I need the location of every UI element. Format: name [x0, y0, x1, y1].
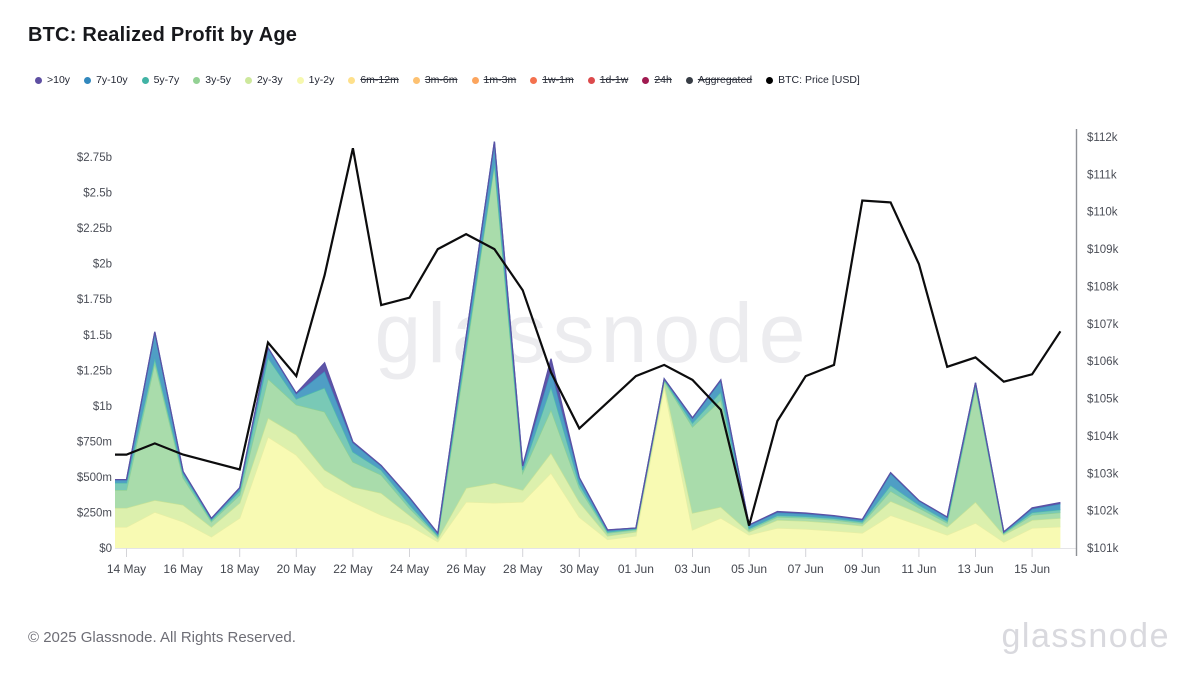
left-axis-label: $2b [93, 259, 112, 271]
left-axis-label: $1b [93, 401, 112, 413]
x-axis-label: 05 Jun [731, 562, 767, 576]
legend: >10y 7y-10y 5y-7y 3y-5y 2y-3y 1y-2y 6m-12m 3m-6… [35, 74, 860, 86]
right-axis-label: $104k [1087, 431, 1119, 443]
legend-item-label: 3y-5y [205, 74, 231, 86]
legend-dot-icon [642, 76, 650, 84]
area-band-3y-5y [115, 164, 1061, 539]
x-axis-label: 03 Jun [674, 562, 710, 576]
right-axis-label: $101k [1087, 543, 1119, 555]
right-axis-label: $107k [1087, 319, 1119, 331]
legend-item-aggregated[interactable]: Aggregated [685, 74, 753, 86]
btc-price-line [115, 147, 1062, 526]
legend-dot-icon [244, 76, 252, 84]
legend-item-3m-6m[interactable]: 3m-6m [412, 74, 458, 86]
legend-item-6m-12m[interactable]: 6m-12m [348, 74, 399, 86]
right-axis-label: $109k [1087, 244, 1119, 256]
copyright-text: © 2025 Glassnode. All Rights Reserved. [28, 629, 296, 646]
x-axis-label: 11 Jun [901, 562, 936, 576]
left-axis-label: $2.25b [77, 223, 112, 235]
x-axis-label: 09 Jun [844, 562, 880, 576]
legend-item-label: 1y-2y [308, 74, 335, 86]
left-axis-label: $500m [77, 472, 112, 484]
left-axis-label: $2.5b [83, 188, 112, 200]
x-axis-label: 26 May [446, 562, 485, 576]
legend-item-7y-10y[interactable]: 7y-10y [84, 74, 128, 86]
right-axis-label: $112k [1087, 132, 1118, 144]
legend-item-label: 5y-7y [153, 74, 180, 86]
x-axis-label: 13 Jun [957, 562, 993, 576]
legend-item-label: 1d-1w [599, 74, 629, 86]
left-axis-label: $0 [99, 543, 112, 555]
glassnode-wordmark: glassnode [1001, 617, 1170, 655]
legend-item-label: 3m-6m [424, 74, 458, 86]
legend-dot-icon [685, 76, 693, 84]
legend-item-label: >10y [47, 74, 71, 86]
legend-dot-icon [471, 76, 479, 84]
x-axis-label: 14 May [107, 562, 146, 576]
legend-dot-icon [296, 76, 304, 84]
x-axis-label: 01 Jun [618, 562, 654, 576]
legend-dot-icon [193, 76, 201, 84]
legend-item-2y-3y[interactable]: 2y-3y [244, 74, 283, 86]
legend-item-btc-price-usd-[interactable]: BTC: Price [USD] [766, 74, 860, 86]
legend-item-1w-1m[interactable]: 1w-1m [530, 74, 574, 86]
x-axis-label: 30 May [560, 562, 599, 576]
legend-dot-icon [412, 76, 420, 84]
legend-item-label: 7y-10y [96, 74, 128, 86]
area-band-1y-2y [115, 387, 1061, 548]
legend-item-5y-7y[interactable]: 5y-7y [141, 74, 180, 86]
left-axis-label: $750m [77, 436, 112, 448]
x-axis-label: 24 May [390, 562, 429, 576]
legend-item-3y-5y[interactable]: 3y-5y [193, 74, 231, 86]
legend-item-1m-3m[interactable]: 1m-3m [471, 74, 517, 86]
right-axis-label: $110k [1087, 207, 1118, 219]
left-axis-label: $1.75b [77, 294, 112, 306]
legend-item--10y[interactable]: >10y [35, 74, 70, 86]
legend-item-1d-1w[interactable]: 1d-1w [587, 74, 629, 86]
legend-item-label: Aggregated [697, 74, 753, 86]
legend-dot-icon [84, 76, 92, 84]
x-axis-label: 07 Jun [788, 562, 824, 576]
page-title: BTC: Realized Profit by Age [28, 24, 298, 46]
right-axis-label: $111k [1087, 169, 1117, 181]
legend-dot-icon [348, 76, 356, 84]
left-axis-label: $1.5b [83, 330, 112, 342]
x-axis-label: 18 May [220, 562, 259, 576]
legend-item-label: 24h [654, 74, 672, 86]
right-axis-label: $108k [1087, 281, 1119, 293]
right-axis-label: $105k [1087, 394, 1119, 406]
right-axis-label: $102k [1087, 506, 1119, 518]
right-axis-label: $106k [1087, 356, 1119, 368]
legend-dot-icon [530, 76, 538, 84]
legend-item-1y-2y[interactable]: 1y-2y [296, 74, 335, 86]
area-band-edge-gt10y [115, 141, 1061, 535]
legend-dot-icon [35, 76, 42, 84]
x-axis-label: 22 May [333, 562, 372, 576]
legend-item-label: 1w-1m [542, 74, 574, 86]
legend-item-label: 1m-3m [483, 74, 517, 86]
legend-item-label: BTC: Price [USD] [778, 74, 860, 86]
legend-dot-icon [141, 76, 149, 84]
legend-item-label: 6m-12m [360, 74, 399, 86]
glassnode-watermark: glassnode [375, 286, 812, 380]
legend-dot-icon [766, 76, 774, 84]
legend-item-24h[interactable]: 24h [642, 74, 672, 86]
x-axis-label: 15 Jun [1014, 562, 1050, 576]
x-axis-label: 28 May [503, 562, 542, 576]
x-axis-label: 16 May [163, 562, 202, 576]
legend-dot-icon [587, 76, 595, 84]
left-axis-label: $250m [77, 507, 112, 519]
x-axis-label: 20 May [277, 562, 316, 576]
legend-item-label: 2y-3y [256, 74, 283, 86]
left-axis-label: $1.25b [77, 365, 112, 377]
right-axis-label: $103k [1087, 468, 1119, 480]
left-axis-label: $2.75b [77, 152, 112, 164]
